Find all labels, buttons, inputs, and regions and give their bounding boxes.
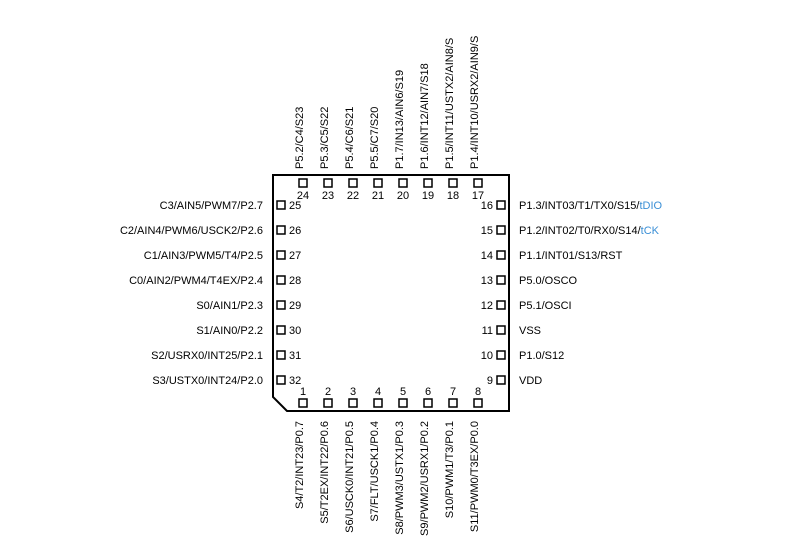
pin-19-number: 19 <box>422 190 434 202</box>
pin-8-pad <box>474 399 482 407</box>
pin-30-label: S1/AIN0/P2.2 <box>196 325 263 337</box>
pin-6-label: S9/PWM2/USRX1/P0.2 <box>419 421 431 536</box>
pin-24-label: P5.2/C4/S23 <box>294 107 306 169</box>
pin-26-number: 26 <box>289 225 301 237</box>
pin-17-label: P1.4/INT10/USRX2/AIN9/S <box>469 36 481 169</box>
chip-pinout-diagram: 2 4 P5.2/C4/S23 23 P5.3/C5/S22 22 P5.4/C6/S21 2… <box>0 0 795 551</box>
pin-25-number: 25 <box>289 200 301 212</box>
pin-8-number: 8 <box>475 386 481 398</box>
pin-29-label: S0/AIN1/P2.3 <box>196 300 263 312</box>
pin-23-pad <box>324 179 332 187</box>
pin-12-label: P5.1/OSCI <box>519 300 572 312</box>
pin-1-label: S4/T2/INT23/P0.7 <box>294 421 306 509</box>
pin-32-pad <box>277 376 285 384</box>
pin-24-pad <box>299 179 307 187</box>
pin-32-number: 32 <box>289 375 301 387</box>
pin-18-pad <box>449 179 457 187</box>
pin-31-label: S2/USRX0/INT25/P2.1 <box>151 350 263 362</box>
pin-11-pad <box>497 326 505 334</box>
pin-22-pad <box>349 179 357 187</box>
pin-6-number: 6 <box>425 386 431 398</box>
pin-8-label: S11/PWM0/T3EX/P0.0 <box>469 421 481 532</box>
pin-27-pad <box>277 251 285 259</box>
pin-3-number: 3 <box>350 386 356 398</box>
pin-13-pad <box>497 276 505 284</box>
pin-20-number: 20 <box>397 190 409 202</box>
pin-21-label: P5.5/C7/S20 <box>369 107 381 169</box>
pin-1-number: 1 <box>300 386 306 398</box>
pin-4-number: 4 <box>375 386 381 398</box>
pin-29-pad <box>277 301 285 309</box>
pin-31-number: 31 <box>289 350 301 362</box>
pin-2-pad <box>324 399 332 407</box>
pin-7-number: 7 <box>450 386 456 398</box>
pin-16-pad <box>497 201 505 209</box>
pin-32-label: S3/USTX0/INT24/P2.0 <box>152 375 263 387</box>
pin-6-pad <box>424 399 432 407</box>
pin-31-pad <box>277 351 285 359</box>
pin-10-pad <box>497 351 505 359</box>
pin-15-label: P1.2/INT02/T0/RX0/S14/tCK <box>519 225 660 237</box>
pin-28-number: 28 <box>289 275 301 287</box>
pin-1-pad <box>299 399 307 407</box>
pin-10-label: P1.0/S12 <box>519 350 564 362</box>
pin-28-pad <box>277 276 285 284</box>
pin-9-pad <box>497 376 505 384</box>
pin-26-label: C2/AIN4/PWM6/USCK2/P2.6 <box>120 225 263 237</box>
pin-21-pad <box>374 179 382 187</box>
pin-18-number: 18 <box>447 190 459 202</box>
pin-19-pad <box>424 179 432 187</box>
pin-9-label: VDD <box>519 375 542 387</box>
pin-4-pad <box>374 399 382 407</box>
pin-7-label: S10/PWM1/T3/P0.1 <box>444 421 456 518</box>
pin-5-number: 5 <box>400 386 406 398</box>
pin-2-number: 2 <box>325 386 331 398</box>
pin-19-label: P1.6/INT12/AIN7/S18 <box>419 63 431 169</box>
pin-22-label: P5.4/C6/S21 <box>344 107 356 169</box>
pin-23-label: P5.3/C5/S22 <box>319 107 331 169</box>
pin-25-label: C3/AIN5/PWM7/P2.7 <box>160 200 263 212</box>
pin-25-pad <box>277 201 285 209</box>
pin-16-label-alt: tDIO <box>639 200 662 212</box>
pin-11-label: VSS <box>519 325 541 337</box>
pin-15-pad <box>497 226 505 234</box>
pin-14-label: P1.1/INT01/S13/RST <box>519 250 623 262</box>
pin-12-number: 12 <box>481 300 493 312</box>
pin-20-label: P1.7/IN13/AIN6/S19 <box>394 70 406 169</box>
pin-27-number: 27 <box>289 250 301 262</box>
pin-22-number: 22 <box>347 190 359 202</box>
chip-body <box>273 175 509 411</box>
pin-2-label: S5/T2EX/INT22/P0.6 <box>319 421 331 524</box>
pin-26-pad <box>277 226 285 234</box>
pin-10-number: 10 <box>481 350 493 362</box>
pin-13-label: P5.0/OSCO <box>519 275 578 287</box>
pin-5-label: S8/PWM3/USTX1/P0.3 <box>394 421 406 535</box>
pin-12-pad <box>497 301 505 309</box>
pin-4-label: S7/FLT/USCK1/P0.4 <box>369 421 381 522</box>
pin-13-number: 13 <box>481 275 493 287</box>
pin-9-number: 9 <box>487 375 493 387</box>
pin-28-label: C0/AIN2/PWM4/T4EX/P2.4 <box>129 275 263 287</box>
pin-15-label-alt: tCK <box>641 225 660 237</box>
pin-16-label: P1.3/INT03/T1/TX0/S15/tDIO <box>519 200 663 212</box>
pin-30-pad <box>277 326 285 334</box>
pin-18-label: P1.5/INT11/USTX2/AIN8/S <box>444 38 456 169</box>
pin-16-number: 16 <box>481 200 493 212</box>
pin-15-number: 15 <box>481 225 493 237</box>
pin-7-pad <box>449 399 457 407</box>
pin-20-pad <box>399 179 407 187</box>
pin-3-label: S6/USCK0/INT21/P0.5 <box>344 421 356 533</box>
pin-14-number: 14 <box>481 250 493 262</box>
pin-14-pad <box>497 251 505 259</box>
pin-11-number: 11 <box>482 325 493 337</box>
pin-5-pad <box>399 399 407 407</box>
pin-3-pad <box>349 399 357 407</box>
pin-17-pad <box>474 179 482 187</box>
pin-29-number: 29 <box>289 300 301 312</box>
pin-27-label: C1/AIN3/PWM5/T4/P2.5 <box>144 250 263 262</box>
pin-21-number: 21 <box>372 190 384 202</box>
pin-30-number: 30 <box>289 325 301 337</box>
pin-23-number: 23 <box>322 190 334 202</box>
